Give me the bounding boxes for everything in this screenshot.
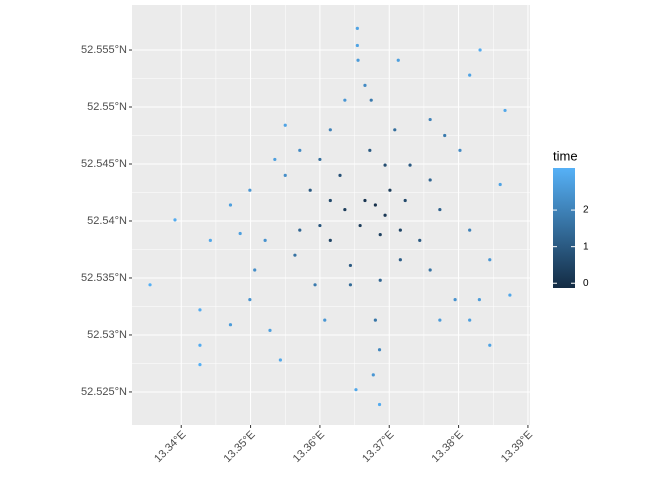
legend-title: time	[553, 148, 578, 163]
point	[373, 203, 377, 207]
y-tick-label: 52.545°N	[81, 158, 127, 170]
point	[368, 148, 372, 152]
point	[378, 278, 382, 282]
y-tick-label: 52.535°N	[81, 272, 127, 284]
point	[503, 108, 507, 113]
point	[308, 188, 312, 192]
y-tick-label: 52.555°N	[81, 44, 127, 56]
point	[198, 308, 202, 312]
y-tick-label: 52.525°N	[81, 386, 127, 398]
point	[508, 293, 512, 297]
point	[283, 173, 287, 177]
point	[358, 223, 362, 228]
point	[228, 323, 233, 327]
point	[377, 348, 382, 352]
point	[313, 283, 317, 287]
point	[198, 362, 202, 367]
point	[488, 258, 492, 262]
point	[428, 117, 432, 122]
point	[328, 238, 332, 242]
point	[458, 148, 462, 152]
point	[371, 373, 375, 377]
point	[298, 148, 302, 152]
point	[468, 228, 472, 232]
point	[408, 163, 412, 167]
point	[388, 188, 392, 192]
point	[348, 263, 353, 268]
point	[398, 258, 402, 262]
x-tick-label: 13.37°E	[360, 429, 396, 465]
colorbar-label: 1	[583, 241, 589, 252]
point	[438, 207, 442, 212]
point	[383, 213, 387, 217]
x-tick-label: 13.35°E	[221, 429, 257, 465]
point	[338, 173, 342, 177]
point	[283, 123, 287, 127]
point	[443, 133, 447, 138]
colorbar	[553, 168, 575, 288]
point	[173, 218, 177, 222]
y-tick-label: 52.53°N	[87, 329, 127, 341]
point	[428, 178, 432, 182]
panel	[132, 5, 530, 425]
point	[393, 128, 397, 132]
point	[403, 198, 407, 203]
point	[363, 198, 367, 203]
point	[328, 198, 332, 203]
point	[478, 48, 482, 52]
point	[428, 268, 432, 272]
y-tick-label: 52.54°N	[87, 215, 127, 227]
point	[343, 207, 347, 212]
point	[468, 318, 472, 322]
point	[248, 298, 252, 302]
point	[377, 402, 382, 407]
point	[373, 318, 377, 322]
point	[418, 238, 422, 242]
point	[453, 298, 457, 302]
point	[323, 318, 327, 322]
point	[354, 388, 358, 392]
point	[398, 228, 402, 232]
point	[253, 268, 257, 272]
colorbar-label: 2	[583, 205, 589, 216]
point	[396, 58, 400, 62]
point	[363, 83, 367, 87]
point	[369, 98, 373, 102]
point	[477, 298, 481, 302]
point	[263, 238, 267, 242]
point	[273, 157, 277, 162]
point	[318, 223, 322, 228]
point	[378, 233, 382, 237]
point	[488, 343, 492, 347]
point	[498, 182, 502, 187]
point	[278, 358, 282, 362]
point	[148, 283, 152, 287]
point	[298, 228, 302, 232]
point	[248, 188, 252, 192]
x-tick-label: 13.36°E	[291, 429, 327, 465]
x-tick-label: 13.34°E	[152, 429, 188, 465]
x-tick-label: 13.39°E	[499, 429, 535, 465]
point	[348, 283, 353, 287]
x-tick-label: 13.38°E	[430, 429, 466, 465]
point	[468, 73, 472, 77]
colorbar-label: 0	[583, 278, 589, 289]
point	[293, 253, 297, 257]
point	[228, 203, 233, 207]
point	[355, 43, 359, 48]
point	[318, 157, 322, 162]
y-tick-label: 52.55°N	[87, 101, 127, 113]
point	[438, 318, 442, 322]
point	[238, 231, 242, 236]
point	[328, 128, 332, 132]
point	[208, 238, 212, 242]
point	[383, 163, 387, 167]
point	[268, 328, 272, 333]
point	[355, 26, 359, 30]
point	[356, 58, 360, 62]
point	[198, 343, 202, 347]
point	[343, 98, 347, 102]
